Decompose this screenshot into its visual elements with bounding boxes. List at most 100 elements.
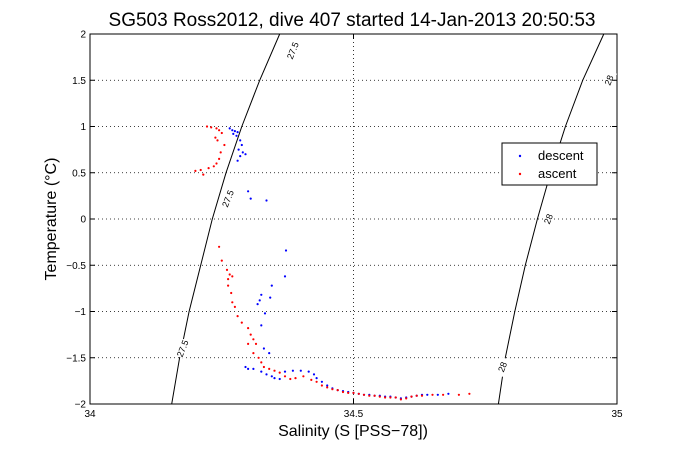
- ascent-point: [310, 378, 313, 381]
- contour-label: 28: [542, 212, 555, 225]
- descent-point: [283, 275, 287, 278]
- ascent-point: [315, 380, 318, 383]
- descent-point: [260, 293, 263, 296]
- legend-label-ascent: ascent: [538, 166, 577, 181]
- descent-point: [291, 369, 294, 372]
- ascent-point: [262, 365, 265, 369]
- descent-point: [315, 377, 318, 380]
- contour-label-background: [494, 356, 511, 378]
- ascent-point: [273, 369, 276, 372]
- ascent-point: [347, 391, 350, 394]
- ascent-point: [236, 315, 239, 318]
- ascent-point: [420, 394, 424, 397]
- ascent-point: [302, 375, 305, 378]
- legend-marker-descent: [518, 154, 522, 158]
- ascent-point: [431, 393, 434, 396]
- y-tick-label: 0.5: [72, 168, 86, 179]
- descent-point: [228, 127, 231, 130]
- contour-label-background: [540, 208, 557, 230]
- ascent-point: [218, 129, 221, 132]
- ascent-point: [218, 157, 221, 160]
- descent-point: [312, 373, 316, 376]
- descent-point: [244, 153, 247, 156]
- ascent-point: [362, 393, 366, 396]
- ascent-point: [223, 143, 226, 147]
- ascent-point: [368, 394, 371, 397]
- ascent-point: [357, 392, 360, 395]
- legend-label-descent: descent: [538, 148, 584, 163]
- ascent-point: [289, 377, 292, 381]
- ascent-point: [214, 136, 217, 139]
- ascent-point: [320, 384, 323, 387]
- contour-label: 28: [603, 74, 616, 87]
- ascent-point: [218, 245, 221, 248]
- ascent-point: [252, 338, 255, 341]
- descent-point: [268, 352, 271, 355]
- ascent-point: [384, 396, 387, 399]
- descent-point: [265, 373, 268, 376]
- descent-point: [247, 367, 250, 370]
- y-tick-label: −1.5: [66, 353, 86, 364]
- ascent-point: [378, 395, 381, 398]
- descent-point: [262, 347, 265, 350]
- descent-point: [260, 324, 263, 327]
- contour-label-background: [601, 70, 618, 91]
- descent-point: [236, 159, 239, 162]
- ascent-point: [341, 390, 345, 394]
- ascent-point: [219, 151, 222, 154]
- descent-point: [239, 139, 242, 142]
- ascent-point: [210, 126, 213, 129]
- descent-point: [269, 296, 272, 299]
- descent-point: [235, 134, 238, 137]
- x-tick-label: 35: [611, 409, 623, 420]
- ascent-point: [373, 394, 376, 397]
- ascent-point: [457, 393, 460, 396]
- descent-point: [320, 380, 323, 383]
- descent-point: [307, 370, 310, 373]
- descent-point: [258, 299, 261, 302]
- ascent-point: [389, 396, 392, 399]
- ascent-point: [394, 396, 397, 399]
- x-axis-label: Salinity (S [PSS−78]): [278, 423, 428, 440]
- descent-point: [249, 197, 252, 200]
- ascent-point: [442, 393, 445, 396]
- legend-marker-ascent: [518, 172, 522, 176]
- ascent-point: [410, 395, 413, 398]
- y-tick-label: 0: [80, 215, 86, 226]
- descent-point: [263, 312, 267, 315]
- ascent-point: [247, 327, 250, 330]
- descent-point: [256, 303, 259, 306]
- ascent-point: [233, 305, 236, 308]
- ascent-point: [294, 377, 297, 380]
- grid-lines: [90, 34, 617, 404]
- y-tick-label: −0.5: [66, 261, 86, 272]
- descent-point: [283, 370, 287, 373]
- ascent-point: [205, 125, 209, 128]
- descent-point: [299, 369, 302, 372]
- y-tick-label: 1: [80, 122, 86, 133]
- ascent-point: [207, 167, 210, 170]
- chart-title: SG503 Ross2012, dive 407 started 14-Jan-…: [109, 10, 596, 31]
- contour-label-background: [220, 188, 237, 209]
- contour-label-background: [284, 40, 301, 61]
- ascent-point: [278, 371, 281, 374]
- descent-point: [236, 131, 239, 134]
- ascent-point: [283, 375, 287, 378]
- descent-point: [232, 132, 235, 135]
- descent-point: [278, 377, 281, 381]
- ascent-point: [257, 356, 260, 359]
- contour-label: 28: [496, 360, 509, 373]
- ascent-point: [247, 342, 250, 345]
- ascent-point: [405, 397, 408, 400]
- ascent-point: [194, 169, 197, 172]
- y-axis-label: Temperature (°C): [43, 158, 60, 281]
- descent-point: [233, 130, 236, 133]
- axis-ticks: 34 34.5 35 −2 −1.5 −1 −0.5 0 0.5 1 1.5 2: [66, 30, 623, 421]
- ascent-point: [216, 139, 219, 142]
- y-tick-label: −1: [75, 307, 87, 318]
- ascent-point: [230, 291, 233, 295]
- ascent-point: [254, 342, 258, 345]
- ascent-point: [415, 394, 418, 397]
- ascent-point: [199, 168, 202, 172]
